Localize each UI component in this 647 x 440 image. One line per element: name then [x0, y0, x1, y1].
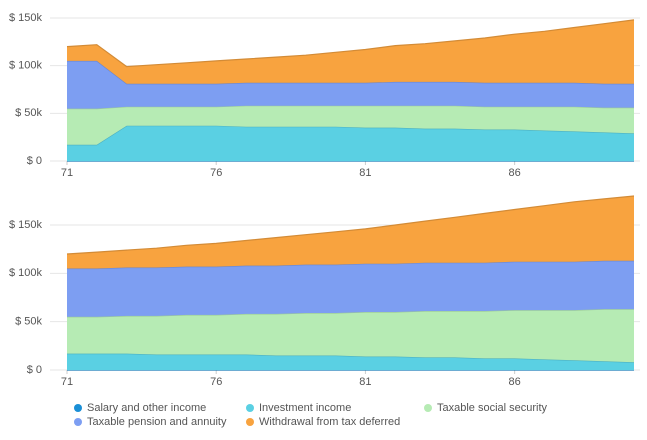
y-tick-label: $ 100k [9, 60, 43, 72]
x-tick-label: 76 [210, 167, 222, 179]
y-tick-label: $ 0 [27, 364, 42, 376]
area [67, 353, 634, 370]
legend-label: Withdrawal from tax deferred [259, 416, 400, 428]
x-tick-label: 71 [61, 376, 73, 388]
legend-label: Taxable pension and annuity [87, 416, 227, 428]
area [67, 105, 634, 145]
y-tick-label: $ 100k [9, 267, 43, 279]
x-tick-label: 81 [359, 376, 371, 388]
legend-swatch [74, 418, 82, 426]
area [67, 260, 634, 317]
legend-label: Investment income [259, 402, 351, 414]
x-tick-label: 81 [359, 167, 371, 179]
area-edge [66, 195, 635, 255]
x-tick-label: 86 [509, 167, 521, 179]
legend-swatch [424, 404, 432, 412]
area-edge [66, 19, 635, 68]
area [67, 19, 634, 84]
area [67, 60, 634, 109]
x-tick-label: 76 [210, 376, 222, 388]
y-tick-label: $ 50k [15, 107, 42, 119]
y-tick-label: $ 150k [9, 219, 43, 231]
legend-label: Salary and other income [87, 402, 206, 414]
legend-swatch [74, 404, 82, 412]
y-tick-label: $ 0 [27, 155, 42, 167]
legend-swatch [246, 404, 254, 412]
area [67, 196, 634, 269]
area [67, 125, 634, 161]
x-tick-label: 86 [509, 376, 521, 388]
area [67, 309, 634, 363]
y-tick-label: $ 150k [9, 12, 43, 24]
x-tick-label: 71 [61, 167, 73, 179]
y-tick-label: $ 50k [15, 316, 42, 328]
legend-label: Taxable social security [437, 402, 548, 414]
legend-swatch [246, 418, 254, 426]
